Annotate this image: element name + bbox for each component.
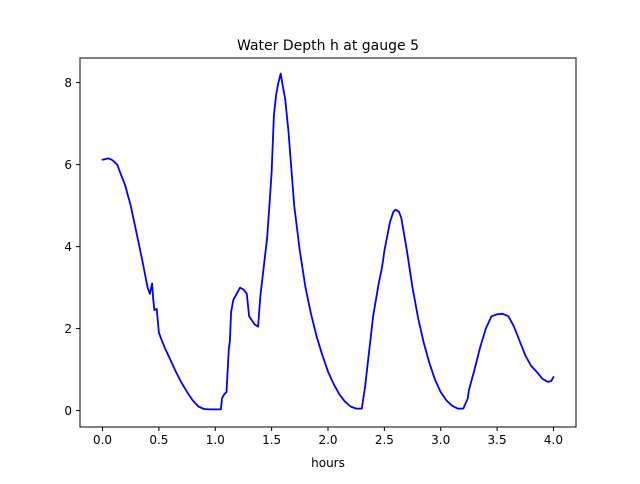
x-tick-label: 2.5 — [375, 433, 394, 447]
x-tick-label: 0.5 — [149, 433, 168, 447]
y-tick-label: 2 — [64, 322, 72, 336]
y-tick-label: 8 — [64, 76, 72, 90]
x-axis-label: hours — [311, 456, 345, 470]
x-tick-label: 2.0 — [318, 433, 337, 447]
x-tick-label: 4.0 — [544, 433, 563, 447]
x-tick-label: 1.0 — [206, 433, 225, 447]
plot-area — [101, 72, 555, 411]
x-tick-label: 3.5 — [488, 433, 507, 447]
chart-title: Water Depth h at gauge 5 — [237, 38, 419, 54]
y-tick-label: 0 — [64, 404, 72, 418]
y-axis: 0 2 4 6 8 — [64, 76, 80, 418]
y-tick-label: 6 — [64, 158, 72, 172]
y-tick-label: 4 — [64, 240, 72, 254]
x-tick-label: 1.5 — [262, 433, 281, 447]
x-tick-label: 3.0 — [431, 433, 450, 447]
x-axis: 0.0 0.5 1.0 1.5 2.0 2.5 3.0 3.5 4.0 — [93, 427, 563, 447]
x-tick-label: 0.0 — [93, 433, 112, 447]
series-line — [101, 72, 555, 411]
